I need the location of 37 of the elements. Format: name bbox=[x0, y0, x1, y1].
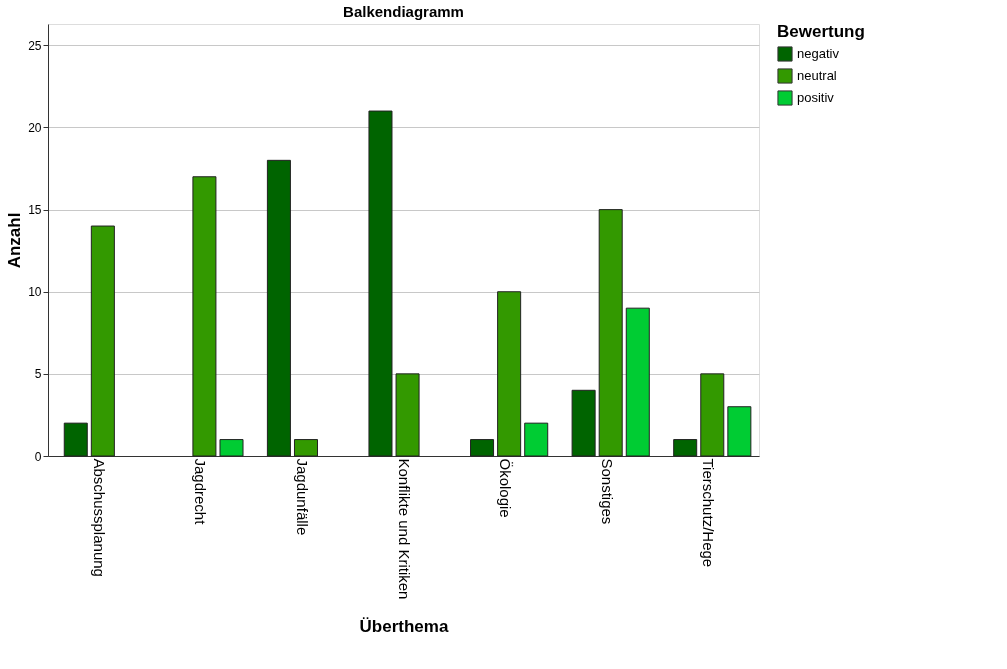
bar bbox=[571, 389, 596, 457]
y-tick-label: 10 bbox=[28, 285, 42, 300]
x-tick-label: Ökologie bbox=[497, 458, 515, 518]
bar bbox=[90, 225, 115, 457]
y-tick-label: 0 bbox=[34, 449, 42, 464]
legend-title: Bewertung bbox=[777, 22, 865, 41]
y-tick-label: 20 bbox=[28, 120, 42, 135]
bar bbox=[293, 439, 318, 457]
bar bbox=[497, 291, 522, 457]
x-tick-label: Konflikte und Kritiken bbox=[395, 458, 413, 600]
y-tick-label: 15 bbox=[28, 203, 42, 218]
x-axis-title: Überthema bbox=[359, 617, 449, 637]
bar bbox=[673, 439, 698, 457]
bar bbox=[524, 422, 549, 457]
legend-label: positiv bbox=[797, 90, 835, 105]
bar bbox=[700, 373, 725, 457]
bar bbox=[192, 176, 217, 457]
y-tick-label: 25 bbox=[28, 38, 42, 53]
x-tick-label: Sonstiges bbox=[598, 458, 616, 525]
bar bbox=[395, 373, 420, 457]
bar bbox=[266, 159, 291, 457]
bar bbox=[63, 422, 88, 457]
bar bbox=[598, 209, 623, 457]
bar bbox=[727, 406, 752, 457]
y-tick-label: 5 bbox=[34, 367, 42, 382]
y-axis-title: Anzahl bbox=[5, 212, 25, 269]
legend-label: negativ bbox=[797, 46, 840, 61]
bar bbox=[470, 439, 495, 457]
x-tick-label: Abschussplanung bbox=[90, 458, 108, 577]
x-tick-label: Jagdunfälle bbox=[293, 458, 311, 536]
legend-label: neutral bbox=[797, 68, 837, 83]
x-tick-label: Tierschutz/Hege bbox=[700, 458, 718, 568]
bar bbox=[368, 110, 393, 457]
chart-title: Balkendiagramm bbox=[343, 3, 464, 20]
bar bbox=[625, 307, 650, 457]
x-tick-label: Jagdrecht bbox=[192, 458, 210, 526]
bar bbox=[219, 439, 244, 457]
